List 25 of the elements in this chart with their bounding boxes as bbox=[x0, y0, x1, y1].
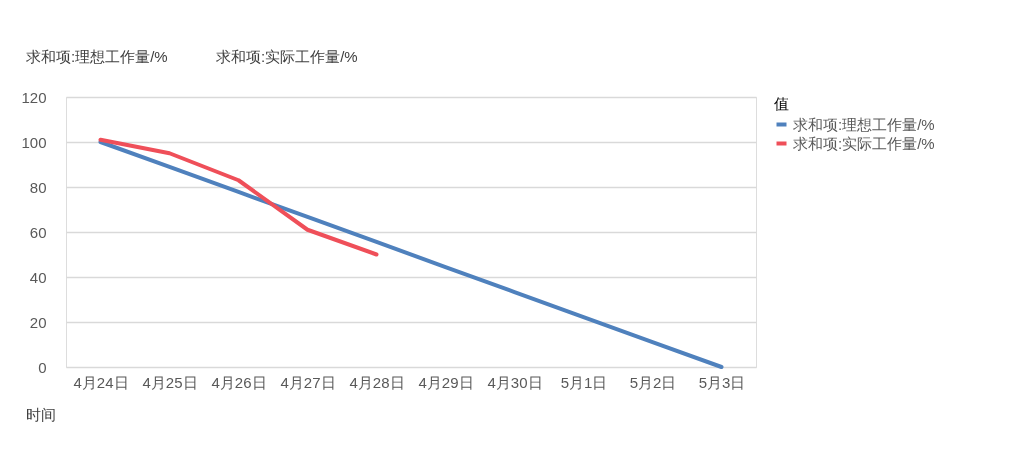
x-tick-label: 4月25日 bbox=[142, 373, 198, 391]
x-tick-label: 4月24日 bbox=[73, 373, 129, 391]
y-tick-label: 80 bbox=[29, 178, 47, 196]
x-tick-label: 4月28日 bbox=[349, 373, 405, 391]
x-tick-label: 4月29日 bbox=[418, 373, 474, 391]
text: 时间 bbox=[26, 406, 56, 423]
text: 求和项:实际工作量/% bbox=[216, 48, 358, 65]
legend-label: 求和项:理想工作量/% bbox=[793, 115, 935, 133]
y-tick-label: 60 bbox=[29, 223, 47, 241]
x-tick-label: 4月26日 bbox=[211, 373, 267, 391]
text: 求和项:理想工作量/% bbox=[26, 48, 168, 65]
y-tick-label: 100 bbox=[21, 133, 47, 151]
x-tick-label: 5月2日 bbox=[629, 373, 677, 391]
x-tick-label: 4月27日 bbox=[280, 373, 336, 391]
y-tick-label: 0 bbox=[38, 358, 47, 376]
x-tick-label: 5月1日 bbox=[560, 373, 608, 391]
y-tick-label: 40 bbox=[29, 268, 47, 286]
legend-label: 求和项:实际工作量/% bbox=[793, 134, 935, 152]
legend-title: 值 bbox=[774, 95, 789, 112]
x-tick-label: 5月3日 bbox=[698, 373, 746, 391]
y-tick-label: 120 bbox=[21, 88, 47, 106]
line-series bbox=[98, 140, 724, 369]
x-tick-label: 4月30日 bbox=[487, 373, 543, 391]
line-series bbox=[98, 137, 379, 257]
y-tick-label: 20 bbox=[29, 313, 47, 331]
